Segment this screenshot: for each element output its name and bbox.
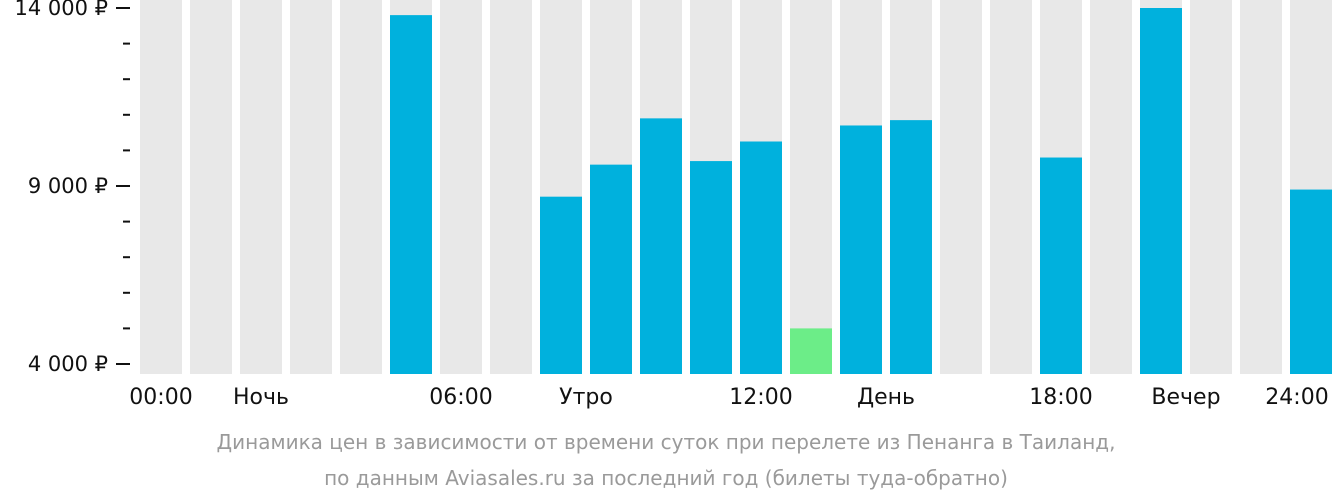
bar-15[interactable] — [890, 120, 932, 374]
slot-bg-03 — [290, 0, 332, 374]
x-tick-label: 24:00 — [1265, 385, 1328, 410]
bar-12[interactable] — [740, 141, 782, 375]
bar-13[interactable] — [790, 328, 832, 374]
bar-08[interactable] — [540, 196, 582, 374]
slot-bg-17 — [990, 0, 1032, 374]
x-tick-label: 18:00 — [1029, 385, 1092, 410]
x-axis: 00:00 Ночь 06:00 Утро 12:00 День 18:00 Вечер 24:… — [129, 385, 1328, 410]
slot-bg-07 — [490, 0, 532, 374]
bar-20[interactable] — [1140, 8, 1182, 374]
chart-caption-line-1: Динамика цен в зависимости от времени су… — [216, 430, 1116, 454]
slot-bg-04 — [340, 0, 382, 374]
price-by-time-chart: 4 000 ₽ 9 000 ₽ 14 000 ₽ 00:00 Ночь 06:00 Утр… — [14, 0, 1332, 410]
slot-bg-22 — [1240, 0, 1282, 374]
y-axis: 4 000 ₽ 9 000 ₽ 14 000 ₽ — [14, 0, 130, 376]
y-tick-label: 14 000 ₽ — [14, 0, 108, 20]
x-tick-label: 00:00 — [129, 385, 192, 410]
y-tick-label: 9 000 ₽ — [28, 174, 108, 198]
bar-23[interactable] — [1290, 189, 1332, 374]
x-tick-label: 06:00 — [429, 385, 492, 410]
y-tick-label: 4 000 ₽ — [28, 352, 108, 376]
slot-bg-21 — [1190, 0, 1232, 374]
slot-bg-01 — [190, 0, 232, 374]
slot-bg-00 — [140, 0, 182, 374]
slot-bg-02 — [240, 0, 282, 374]
bar-09[interactable] — [590, 164, 632, 374]
x-tick-label: Утро — [559, 385, 613, 410]
price-bars — [390, 8, 1332, 375]
slot-bg-06 — [440, 0, 482, 374]
x-tick-label: 12:00 — [729, 385, 792, 410]
bar-05[interactable] — [390, 15, 432, 375]
x-tick-label: Ночь — [233, 385, 289, 410]
bar-11[interactable] — [690, 161, 732, 374]
bar-18[interactable] — [1040, 157, 1082, 374]
bar-10[interactable] — [640, 118, 682, 374]
x-tick-label: День — [857, 385, 915, 410]
slot-bg-19 — [1090, 0, 1132, 374]
chart-caption-line-2: по данным Aviasales.ru за последний год … — [324, 466, 1008, 490]
bar-14[interactable] — [840, 125, 882, 374]
x-tick-label: Вечер — [1151, 385, 1220, 410]
slot-bg-13 — [790, 0, 832, 374]
slot-bg-16 — [940, 0, 982, 374]
